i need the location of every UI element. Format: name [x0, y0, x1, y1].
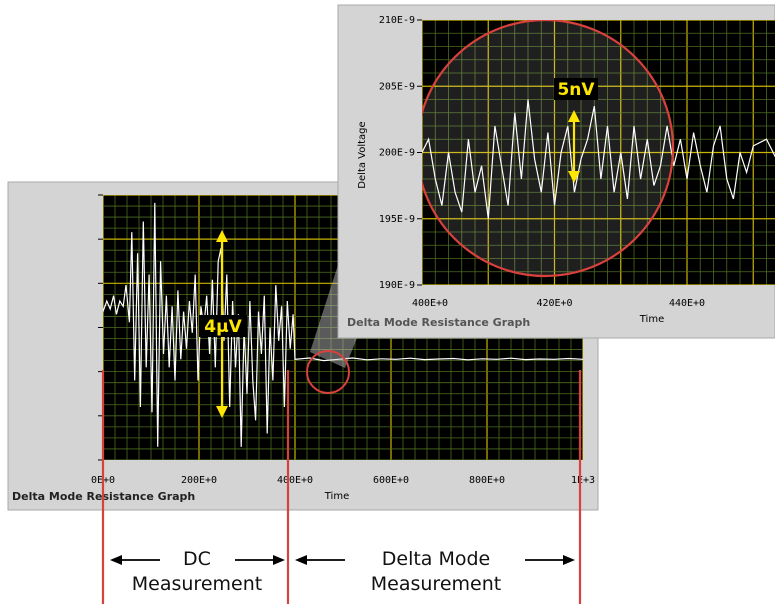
- inset-chart-title: Delta Mode Resistance Graph: [347, 316, 530, 329]
- main-x-tick-label: 400E+0: [277, 475, 313, 486]
- inset-amplitude-label-box: [554, 78, 598, 100]
- main-amplitude-label: 4µV: [204, 317, 242, 337]
- main-x-axis-label: Time: [324, 491, 349, 502]
- inset-zoom-glow: [422, 20, 673, 276]
- main-x-tick-label: 1E+3: [571, 475, 595, 486]
- inset-x-axis-label: Time: [639, 314, 664, 325]
- main-x-tick-label: 800E+0: [469, 475, 505, 486]
- delta-label-line1: Delta Mode: [382, 548, 491, 570]
- main-arrow-head-up: [216, 230, 228, 242]
- main-series-line: [103, 202, 583, 447]
- inset-grid: [422, 20, 775, 285]
- main-arrow-head-down: [216, 406, 228, 418]
- delta-arrow-left-head: [295, 555, 307, 565]
- dc-arrow-left-head: [110, 555, 122, 565]
- inset-x-tick-label: 400E+0: [412, 298, 448, 309]
- dc-label-line1: DC: [183, 548, 211, 570]
- inset-amplitude-label: 5nV: [557, 80, 595, 100]
- inset-y-tick-label: 210E-9: [379, 15, 415, 26]
- main-x-tick-label: 600E+0: [373, 475, 409, 486]
- inset-y-tick-labels: 190E-9 195E-9 200E-9 205E-9 210E-9: [379, 15, 422, 291]
- delta-arrow-right-head: [563, 555, 575, 565]
- inset-chart: 190E-9 195E-9 200E-9 205E-9 210E-9 400E+0 420…: [337, 4, 775, 339]
- inset-arrow-head-up: [568, 110, 580, 122]
- inset-y-tick-label: 190E-9: [379, 280, 415, 291]
- inset-y-axis-label: Delta Voltage: [357, 121, 368, 188]
- inset-zoom-circle: [422, 20, 675, 278]
- region-annotations: DC Measurement Delta Mode Measurement: [101, 370, 582, 604]
- inset-x-tick-label: 420E+0: [536, 298, 572, 309]
- main-zoom-circle: [306, 350, 350, 394]
- dc-arrow-right-head: [273, 555, 285, 565]
- inset-y-tick-label: 205E-9: [379, 81, 415, 92]
- inset-x-tick-label: 440E+0: [669, 298, 705, 309]
- inset-series-line: [422, 99, 775, 219]
- main-x-tick-label: 200E+0: [181, 475, 217, 486]
- main-amplitude-label-box: [199, 315, 247, 337]
- inset-arrow-head-down: [568, 171, 580, 183]
- inset-y-tick-label: 200E-9: [379, 148, 415, 159]
- inset-y-tick-label: 195E-9: [379, 214, 415, 225]
- delta-label-line2: Measurement: [371, 573, 501, 595]
- dc-label-line2: Measurement: [132, 573, 262, 595]
